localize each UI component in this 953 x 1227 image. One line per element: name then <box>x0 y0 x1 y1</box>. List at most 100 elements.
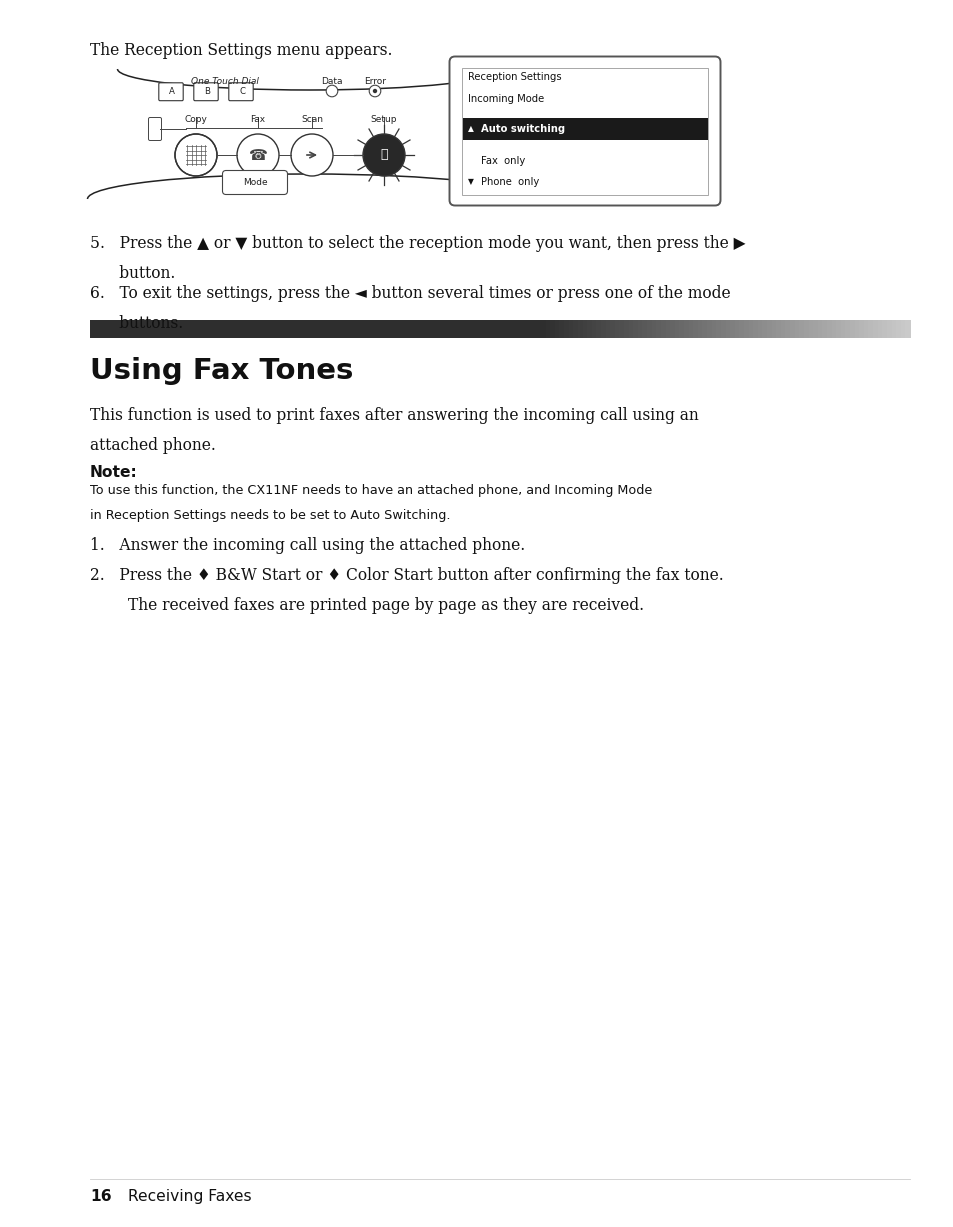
Bar <box>776 320 781 337</box>
Circle shape <box>236 134 278 175</box>
Text: Phone  only: Phone only <box>480 177 538 187</box>
Bar <box>900 320 905 337</box>
Bar <box>821 320 827 337</box>
Bar <box>826 320 832 337</box>
Bar <box>886 320 892 337</box>
Bar <box>882 320 887 337</box>
Bar <box>605 320 611 337</box>
Text: 1.   Answer the incoming call using the attached phone.: 1. Answer the incoming call using the at… <box>90 537 525 555</box>
Text: A: A <box>169 86 174 96</box>
Bar <box>669 320 675 337</box>
Bar <box>752 320 758 337</box>
Bar <box>633 320 639 337</box>
Bar <box>720 320 726 337</box>
Bar <box>891 320 896 337</box>
Circle shape <box>363 134 405 175</box>
Bar <box>706 320 712 337</box>
Text: Reception Settings: Reception Settings <box>468 72 561 82</box>
Bar <box>586 320 592 337</box>
Bar <box>693 320 699 337</box>
Text: 2.   Press the ♦ B&W Start or ♦ Color Start button after confirming the fax tone: 2. Press the ♦ B&W Start or ♦ Color Star… <box>90 567 723 584</box>
Bar <box>665 320 671 337</box>
Text: Data: Data <box>321 77 342 86</box>
Bar <box>623 320 629 337</box>
Bar <box>651 320 657 337</box>
Bar <box>761 320 767 337</box>
Bar <box>596 320 601 337</box>
Bar <box>540 320 546 337</box>
Bar <box>840 320 845 337</box>
Bar <box>683 320 689 337</box>
Bar <box>573 320 578 337</box>
Bar <box>854 320 860 337</box>
Bar <box>614 320 619 337</box>
Text: attached phone.: attached phone. <box>90 437 215 454</box>
Bar <box>600 320 606 337</box>
Text: Copy: Copy <box>184 115 207 124</box>
Bar <box>859 320 864 337</box>
Bar <box>697 320 702 337</box>
Bar <box>729 320 735 337</box>
Text: C: C <box>239 86 245 96</box>
Bar <box>558 320 564 337</box>
Bar <box>812 320 818 337</box>
Bar <box>582 320 587 337</box>
Text: ⛹: ⛹ <box>380 148 387 162</box>
Bar <box>757 320 762 337</box>
Text: ▲: ▲ <box>468 124 474 134</box>
Bar <box>895 320 901 337</box>
Circle shape <box>369 85 380 97</box>
Bar <box>578 320 583 337</box>
Text: Error: Error <box>364 77 386 86</box>
Text: 6.   To exit the settings, press the ◄ button several times or press one of the : 6. To exit the settings, press the ◄ but… <box>90 285 730 302</box>
Bar <box>817 320 822 337</box>
FancyBboxPatch shape <box>193 82 218 101</box>
Bar <box>781 320 785 337</box>
Bar <box>836 320 841 337</box>
Bar <box>743 320 749 337</box>
Bar <box>646 320 652 337</box>
FancyBboxPatch shape <box>158 82 183 101</box>
Bar <box>568 320 574 337</box>
Bar <box>462 118 707 140</box>
FancyBboxPatch shape <box>222 171 287 195</box>
Bar <box>808 320 813 337</box>
Bar <box>90 320 540 337</box>
Bar <box>711 320 717 337</box>
Bar <box>766 320 772 337</box>
Text: The received faxes are printed page by page as they are received.: The received faxes are printed page by p… <box>128 598 643 614</box>
FancyBboxPatch shape <box>461 67 707 195</box>
Bar <box>679 320 684 337</box>
Bar <box>555 320 559 337</box>
Circle shape <box>174 134 216 175</box>
Bar <box>660 320 666 337</box>
Bar <box>803 320 809 337</box>
Bar <box>789 320 795 337</box>
Bar <box>688 320 694 337</box>
Bar <box>641 320 647 337</box>
Bar <box>656 320 661 337</box>
Text: Mode: Mode <box>242 178 267 187</box>
Text: Setup: Setup <box>371 115 396 124</box>
Text: Scan: Scan <box>301 115 323 124</box>
Bar <box>628 320 634 337</box>
Bar <box>638 320 643 337</box>
Text: Incoming Mode: Incoming Mode <box>468 94 543 104</box>
Bar <box>877 320 882 337</box>
Text: ☎: ☎ <box>248 147 267 162</box>
Circle shape <box>291 134 333 175</box>
Text: Auto switching: Auto switching <box>480 124 564 134</box>
Bar <box>545 320 551 337</box>
Text: Receiving Faxes: Receiving Faxes <box>128 1189 252 1204</box>
Bar <box>831 320 837 337</box>
Bar <box>716 320 721 337</box>
Text: The Reception Settings menu appears.: The Reception Settings menu appears. <box>90 42 392 59</box>
FancyBboxPatch shape <box>149 118 161 141</box>
Text: Note:: Note: <box>90 465 137 480</box>
Bar <box>784 320 790 337</box>
Text: B: B <box>204 86 210 96</box>
Bar <box>844 320 850 337</box>
Bar <box>734 320 740 337</box>
Bar <box>771 320 777 337</box>
Text: Fax  only: Fax only <box>480 156 525 166</box>
